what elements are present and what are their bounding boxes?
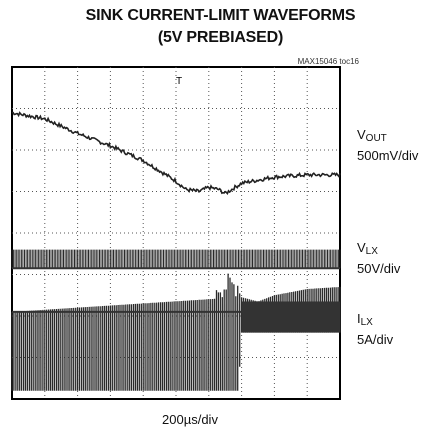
label-vlx-scale: 50V/div bbox=[357, 261, 401, 276]
label-vlx: VLX 50V/div bbox=[357, 239, 400, 277]
label-vout-sub: OUT bbox=[365, 133, 387, 144]
traces bbox=[11, 111, 341, 391]
label-vlx-sub: LX bbox=[365, 246, 378, 257]
trigger-marker: T bbox=[176, 76, 182, 87]
chart-id: MAX15046 toc16 bbox=[297, 57, 359, 66]
label-ilx-symbol: I bbox=[357, 311, 361, 326]
trace-vlx bbox=[11, 249, 341, 269]
label-vout: VOUT 500mV/div bbox=[357, 126, 418, 164]
trace-ilx-fill bbox=[241, 301, 340, 333]
label-vout-scale: 500mV/div bbox=[357, 148, 419, 163]
label-vlx-symbol: V bbox=[357, 240, 366, 255]
label-vout-symbol: V bbox=[357, 127, 366, 142]
trace-vout bbox=[11, 111, 341, 195]
chart-subtitle: (5V PREBIASED) bbox=[157, 29, 284, 46]
x-axis-label: 200µs/div bbox=[162, 412, 218, 427]
label-ilx-scale: 5A/div bbox=[357, 332, 394, 347]
chart-title: SINK CURRENT-LIMIT WAVEFORMS bbox=[85, 7, 356, 24]
label-ilx-sub: LX bbox=[360, 317, 373, 328]
label-ilx: ILX 5A/div bbox=[357, 310, 393, 348]
